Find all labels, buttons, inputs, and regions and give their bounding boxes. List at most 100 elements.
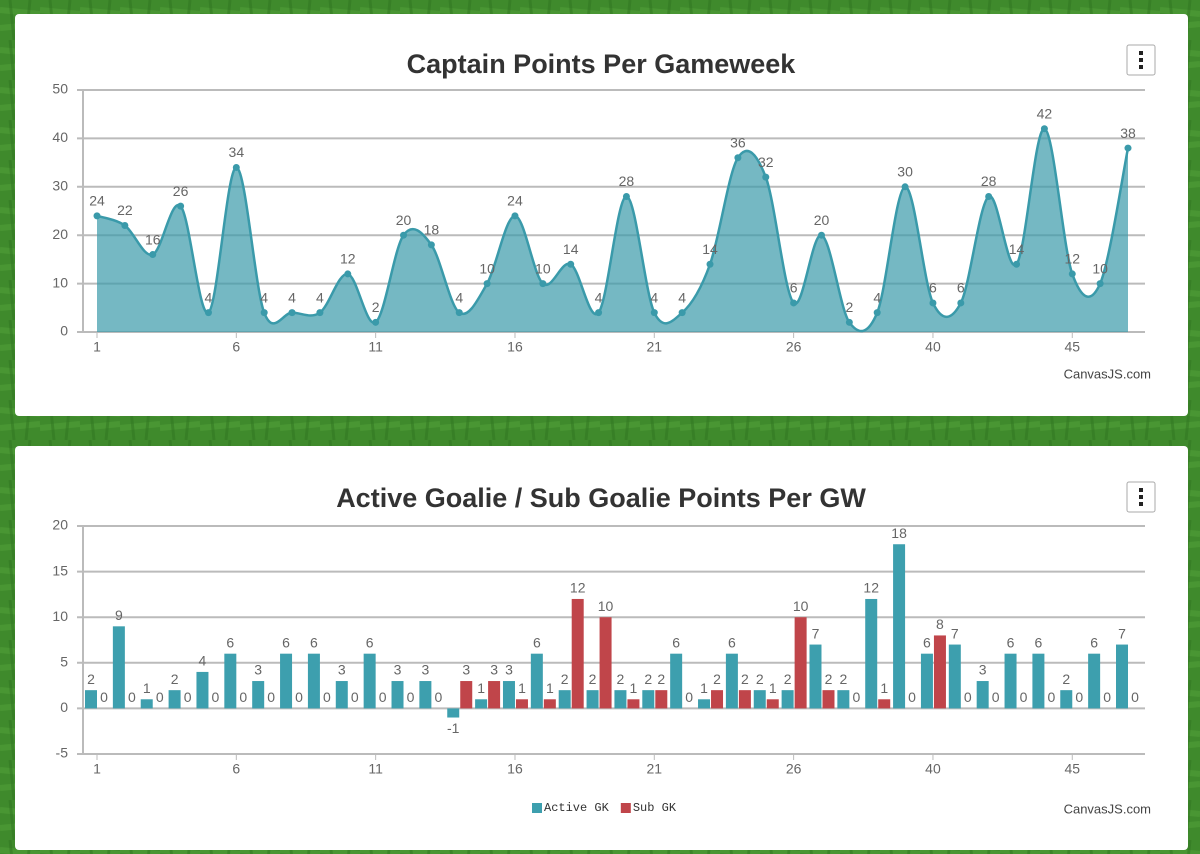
bar (738, 690, 751, 709)
data-label: 6 (790, 280, 798, 296)
y-tick-label: 40 (52, 129, 68, 145)
data-label: 3 (979, 662, 987, 678)
bar (140, 699, 153, 709)
data-label: 4 (288, 289, 296, 305)
data-label: 4 (678, 289, 686, 305)
bar (335, 681, 348, 709)
data-label: 2 (617, 671, 625, 687)
data-label: 2 (657, 671, 665, 687)
bar (475, 699, 488, 709)
data-label: 12 (1064, 251, 1080, 267)
bar (488, 681, 501, 709)
bar (781, 690, 794, 709)
legend-swatch (532, 803, 542, 813)
bar (878, 699, 891, 709)
data-label: 1 (769, 680, 777, 696)
data-label: 0 (434, 689, 442, 705)
marker (93, 212, 101, 220)
x-tick-label: 40 (925, 761, 941, 777)
data-label: 0 (992, 689, 1000, 705)
bar (85, 690, 97, 709)
data-label: -1 (447, 720, 460, 736)
data-label: 6 (957, 280, 965, 296)
data-label: 2 (839, 671, 847, 687)
bar (976, 681, 989, 709)
menu-button[interactable] (1126, 481, 1156, 513)
menu-button[interactable] (1126, 44, 1156, 76)
data-label: 10 (1092, 260, 1108, 276)
bar (725, 653, 738, 709)
data-label: 0 (1048, 689, 1056, 705)
bar (599, 617, 612, 709)
bar (112, 626, 125, 709)
marker (1124, 144, 1132, 152)
data-label: 6 (366, 634, 374, 650)
x-tick-label: 6 (232, 339, 240, 355)
data-label: 16 (145, 231, 161, 247)
legend-label: Sub GK (633, 801, 677, 815)
data-label: 9 (115, 607, 123, 623)
bar (280, 653, 293, 709)
data-label: 2 (741, 671, 749, 687)
chart-title: Captain Points Per Gameweek (407, 49, 797, 79)
bar (794, 617, 807, 709)
data-label: 0 (184, 689, 192, 705)
bar (933, 635, 946, 709)
data-label: 4 (199, 653, 207, 669)
bar (530, 653, 543, 709)
bar (822, 690, 835, 709)
legend-label: Active GK (544, 801, 610, 815)
data-label: 4 (455, 289, 463, 305)
data-label: 20 (396, 212, 412, 228)
x-tick-label: 1 (93, 339, 101, 355)
bar (419, 681, 432, 709)
data-label: 1 (477, 680, 485, 696)
data-label: 28 (981, 173, 997, 189)
data-label: 0 (1103, 689, 1111, 705)
data-label: 2 (1062, 671, 1070, 687)
data-label: 12 (863, 580, 879, 596)
data-label: 10 (535, 260, 551, 276)
marker (957, 299, 965, 307)
data-label: 4 (205, 289, 213, 305)
y-tick-label: -5 (56, 745, 69, 761)
marker (985, 192, 993, 200)
bar (558, 690, 571, 709)
data-label: 0 (239, 689, 247, 705)
bar (766, 699, 779, 709)
marker (734, 154, 742, 162)
bar (698, 699, 711, 709)
y-tick-label: 20 (52, 226, 68, 242)
marker (288, 309, 296, 317)
bar (614, 690, 627, 709)
bar (307, 653, 320, 709)
line (96, 127, 1130, 333)
bar (1060, 690, 1073, 709)
data-label: 1 (880, 680, 888, 696)
data-label: 0 (212, 689, 220, 705)
data-label: 28 (619, 173, 635, 189)
data-label: 8 (936, 616, 944, 632)
data-label: 36 (730, 134, 746, 150)
bar (1032, 653, 1045, 709)
data-label: 0 (1020, 689, 1028, 705)
x-tick-label: 11 (368, 761, 383, 777)
marker (511, 212, 519, 220)
bar (1004, 653, 1017, 709)
data-label: 0 (407, 689, 415, 705)
data-label: 14 (1009, 241, 1025, 257)
marker (372, 318, 380, 326)
legend-swatch (620, 803, 631, 813)
data-label: 4 (316, 289, 324, 305)
y-tick-label: 50 (52, 81, 68, 97)
x-tick-label: 26 (786, 339, 802, 355)
marker (483, 280, 491, 288)
bar (515, 699, 528, 709)
bar (460, 681, 473, 709)
data-label: 6 (310, 634, 318, 650)
data-label: 0 (685, 689, 693, 705)
x-tick-label: 11 (368, 339, 383, 355)
bar (196, 671, 209, 709)
marker (901, 183, 909, 191)
marker (567, 260, 575, 268)
